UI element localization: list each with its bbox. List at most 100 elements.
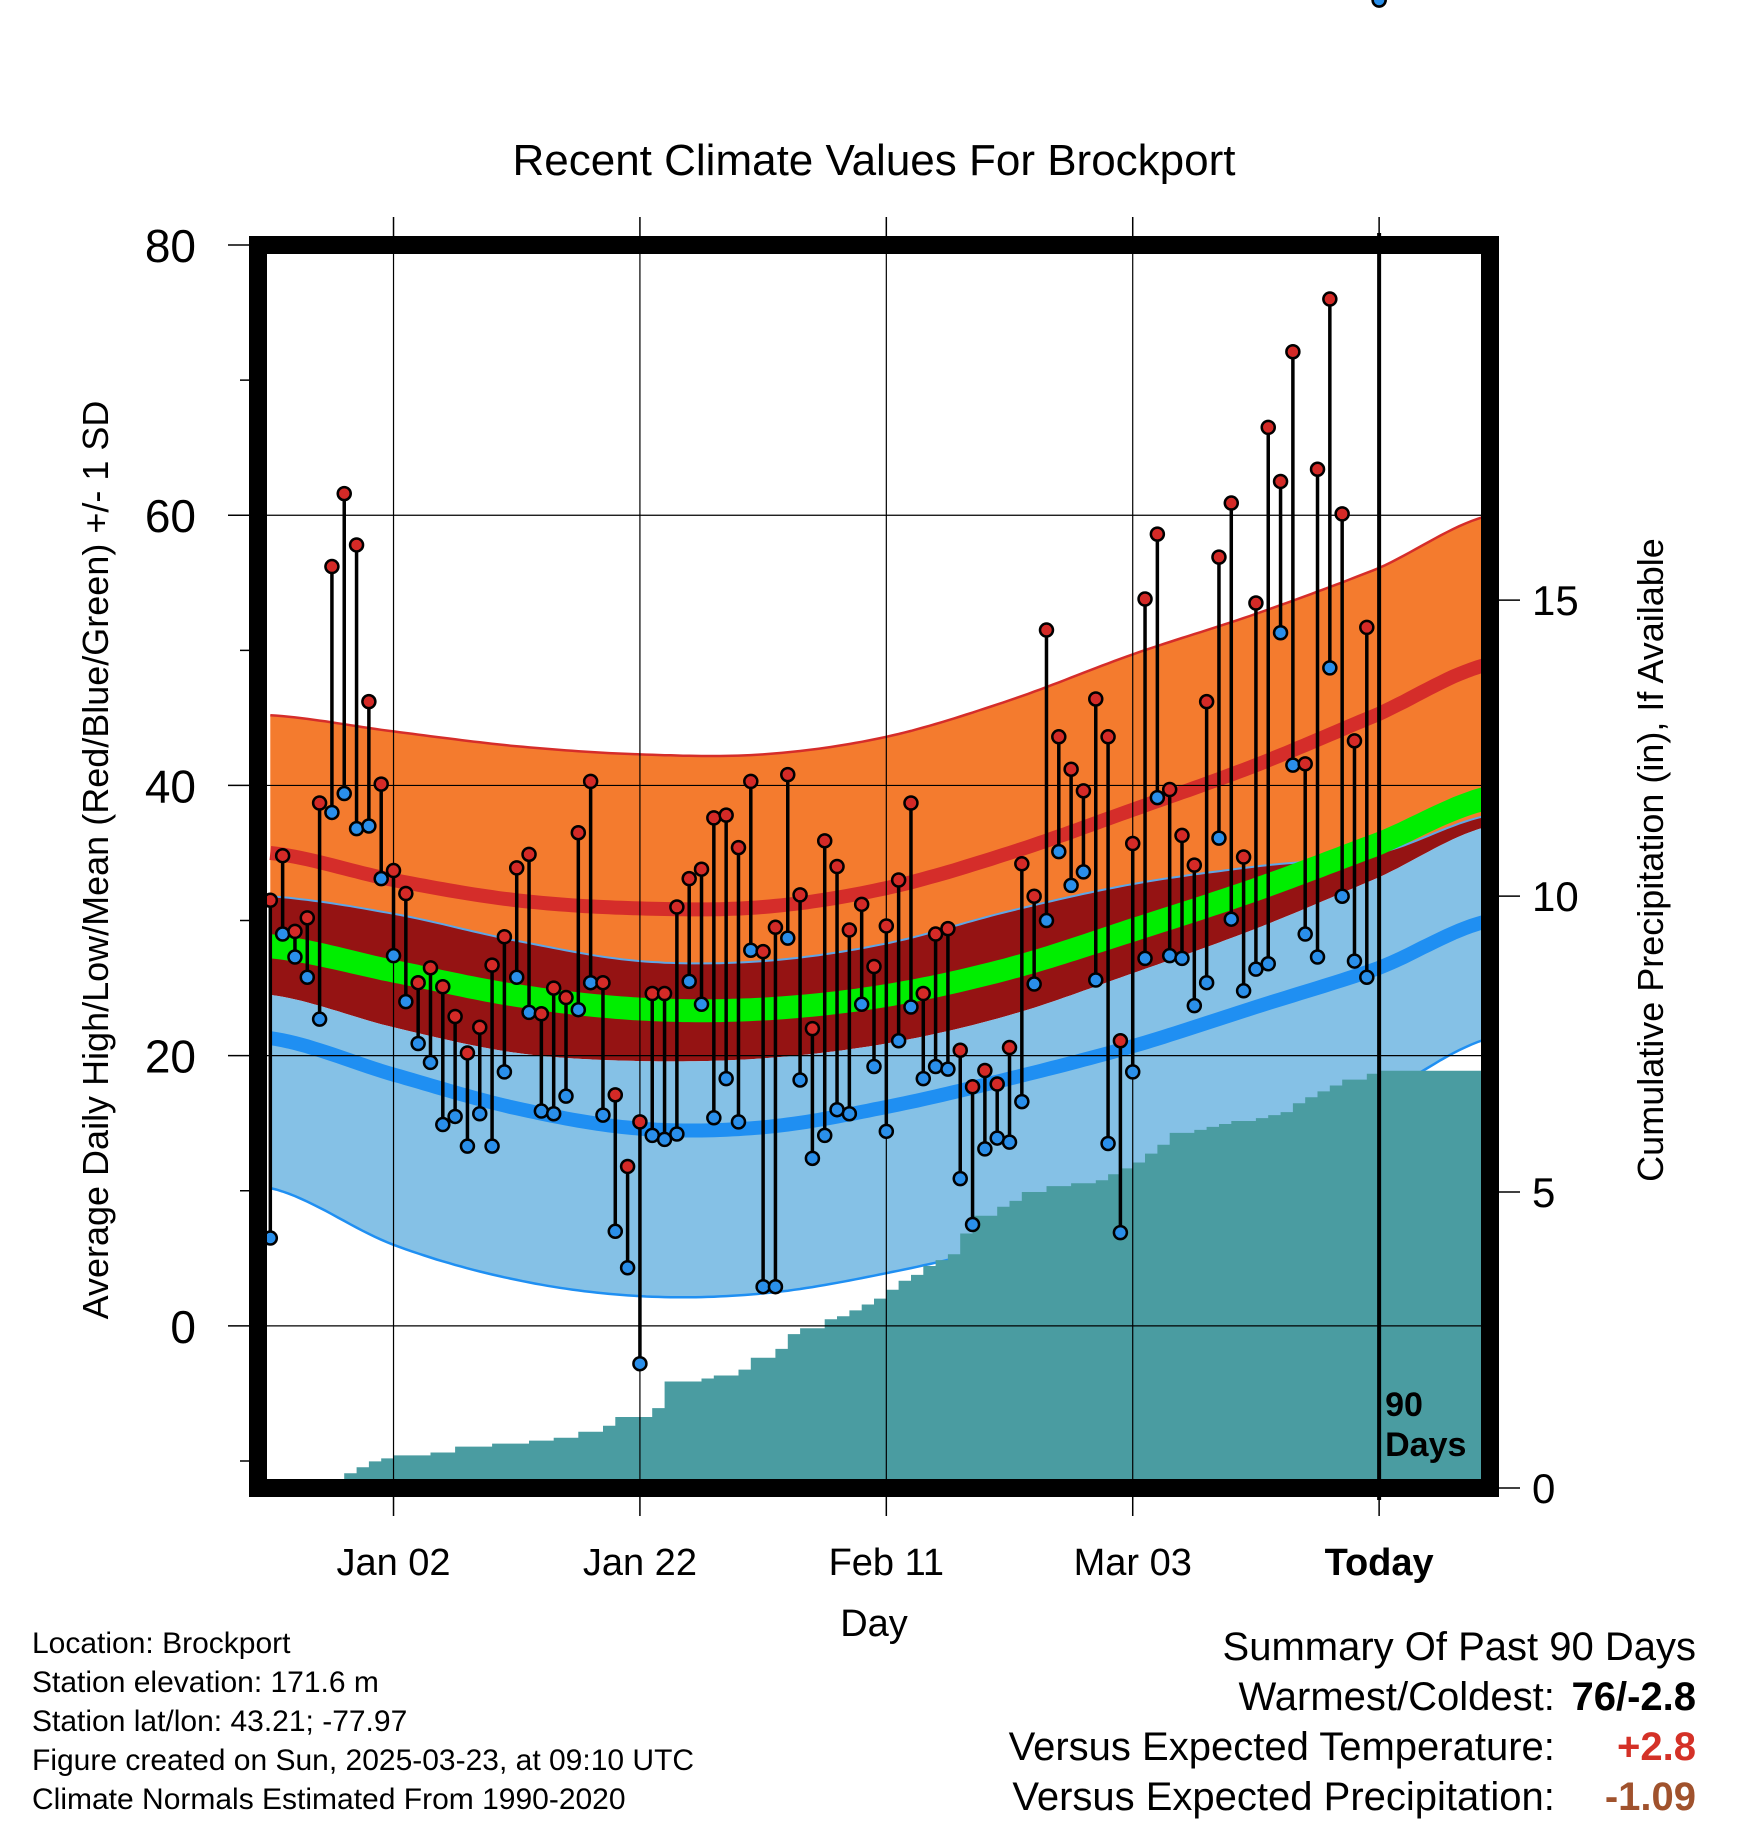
daily-low-marker [484,1138,500,1154]
plot-frame [249,236,1499,1497]
station-info: Location: Brockport Station elevation: 1… [32,1624,694,1819]
daily-low-marker [607,1223,624,1240]
y-tick-label: 20 [145,1031,196,1083]
daily-high-marker [915,985,932,1002]
daily-high-marker [1322,291,1338,307]
daily-stems [268,299,1369,1364]
daily-high-marker [1014,856,1030,872]
daily-low-marker [410,1035,426,1052]
daily-high-marker [1272,473,1289,490]
y-tick-label: 40 [145,760,196,812]
daily-high-marker [1112,1033,1129,1049]
daily-high-marker [1198,693,1215,710]
daily-low-marker [829,1101,845,1118]
daily-high-marker [1161,781,1178,798]
daily-low-marker [853,996,870,1013]
daily-high-marker [1075,783,1092,799]
daily-high-marker [311,795,328,811]
warm-cold-value: 76/-2.8 [1571,1675,1696,1719]
daily-high-marker [681,870,697,887]
daily-low-marker [385,947,402,964]
daily-high-marker [348,537,365,553]
daily-low-marker [730,1114,747,1130]
daily-high-marker [1235,849,1252,865]
daily-high-marker [496,929,513,945]
summary-precip-row: Versus Expected Precipitation: -1.09 [1009,1772,1696,1822]
daily-high-marker [903,795,919,811]
y-tick-label: 80 [145,220,196,272]
daily-high-marker [730,839,747,856]
daily-high-marker [829,858,845,875]
low-upper-edge [270,814,1490,965]
y2-tick-label: 0 [1532,1465,1555,1512]
daily-low-marker [952,1170,968,1187]
created-text: Figure created on Sun, 2025-03-23, at 09… [32,1744,695,1777]
daily-low-marker [1124,1064,1141,1080]
daily-high-marker [422,960,439,976]
daily-low-marker [299,969,316,986]
daily-low-marker [422,1054,439,1071]
daily-low-marker [1260,956,1276,972]
daily-low-marker [1248,961,1264,977]
daily-low-marker [841,1105,858,1122]
summary-title: Summary Of Past 90 Days [1222,1625,1696,1669]
daily-high-marker [1260,419,1276,436]
daily-low-marker [915,1070,932,1087]
high-upper-edge [270,513,1490,758]
daily-low-marker [878,1123,895,1140]
daily-low-marker [459,1138,476,1154]
daily-low-marker [903,999,919,1015]
location-text: Location: Brockport [32,1627,291,1660]
daily-low-marker [1026,976,1042,992]
daily-high-marker [1186,857,1203,873]
daily-high-marker [853,896,870,913]
daily-low-marker [1063,877,1079,894]
daily-low-marker [508,969,525,986]
daily-high-marker [1051,729,1067,745]
daily-high-marker [1248,595,1264,611]
daily-high-marker [1211,549,1227,565]
daily-high-marker [533,1006,550,1022]
daily-low-marker [1297,926,1313,942]
daily-low-marker [644,1127,660,1144]
daily-high-marker [570,824,587,841]
daily-low-marker [472,1105,488,1122]
daily-high-marker [1309,461,1326,478]
x-tick-label: Jan 22 [583,1542,697,1584]
daily-low-marker [890,1033,907,1049]
daily-low-marker [977,1141,993,1157]
daily-low-marker [361,818,377,834]
daily-low-marker [1088,972,1104,988]
x-tick-label: Mar 03 [1074,1542,1192,1584]
daily-low-marker [780,930,796,946]
daily-high-marker [274,847,291,864]
daily-high-marker [964,1078,981,1095]
daily-high-marker [1026,888,1042,904]
daily-high-marker [952,1042,968,1058]
daily-high-marker [545,980,562,996]
daily-low-marker [570,1001,587,1018]
daily-low-marker [1211,830,1227,846]
daily-high-marker [1334,506,1350,522]
daily-low-marker [311,1011,328,1027]
daily-high-marker [1359,619,1375,636]
daily-low-marker [693,996,710,1013]
daily-high-marker [743,773,759,790]
daily-low-marker [632,1355,648,1372]
mean-normal-line [270,785,1490,1023]
elevation-text: Station elevation: 171.6 m [32,1666,379,1699]
daily-high-marker [841,922,858,938]
daily-low-marker [964,1216,981,1233]
daily-high-marker [656,985,673,1002]
daily-high-marker [484,957,500,973]
daily-low-marker [324,804,340,821]
daily-low-marker [496,1064,513,1080]
daily-high-marker [1137,591,1153,607]
daily-low-marker [274,926,291,942]
cumulative-precip-area [270,1067,1490,1488]
daily-high-marker [410,974,426,991]
daily-high-marker [1297,756,1313,772]
daily-high-marker [595,974,611,991]
y-tick-label: 60 [145,490,196,542]
daily-low-marker [533,1103,550,1119]
